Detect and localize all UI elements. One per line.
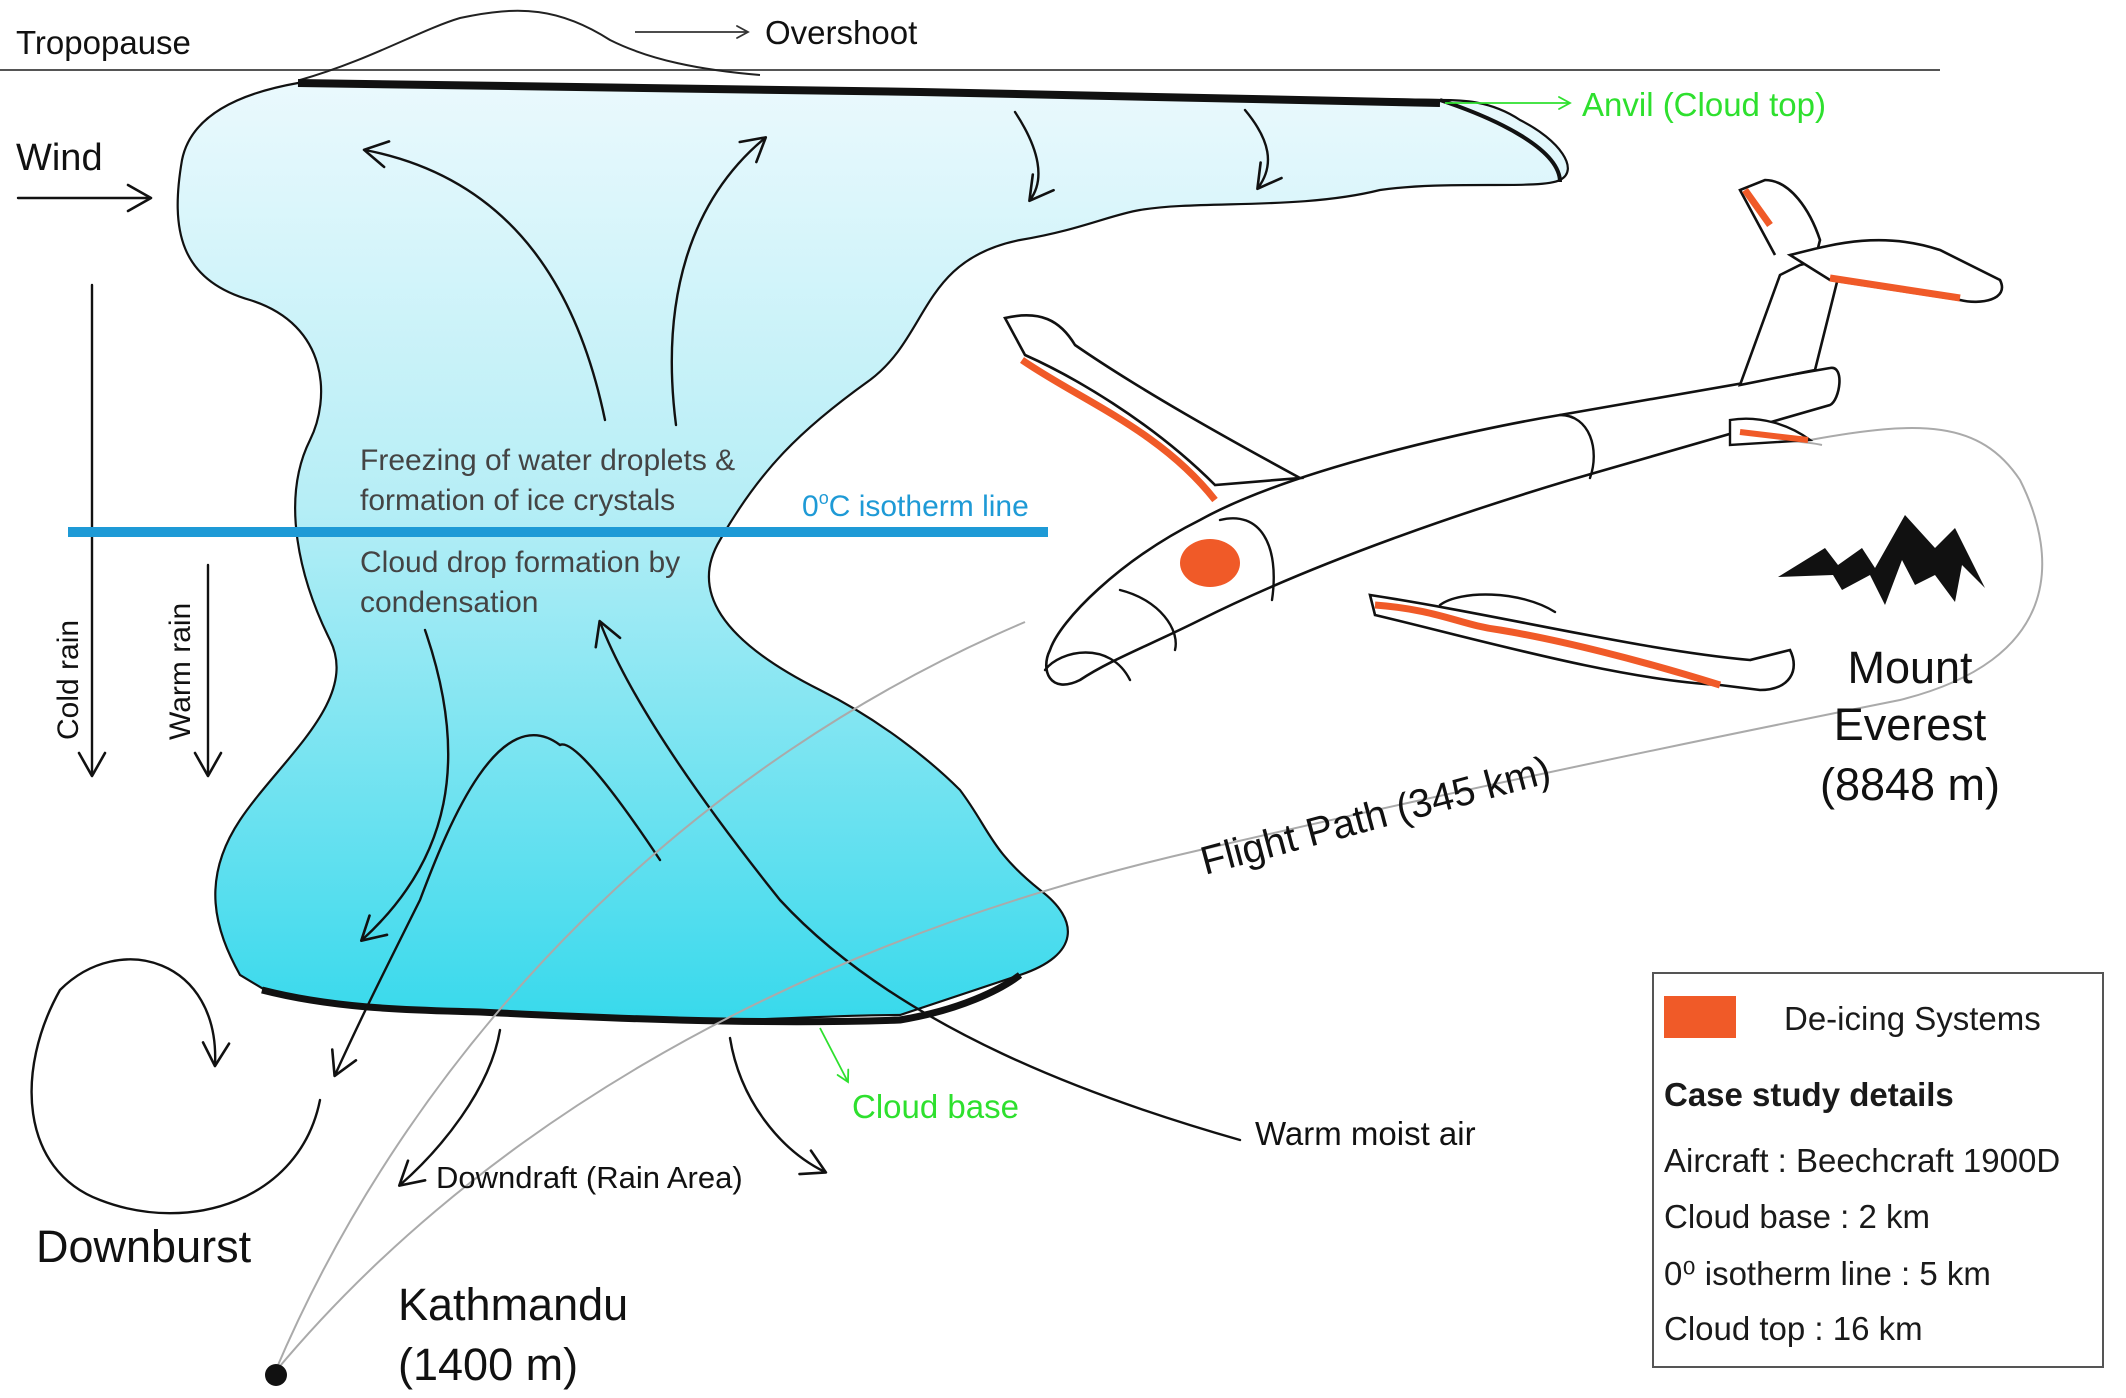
anvil-descent-arrow-1	[1013, 110, 1055, 203]
downburst-label: Downburst	[36, 1221, 252, 1272]
flight-path-outbound	[274, 621, 1026, 1373]
detail-cloud-top: Cloud top : 16 km	[1664, 1310, 1923, 1347]
detail-isotherm: 0⁰ isotherm line : 5 km	[1664, 1255, 1991, 1292]
freezing-label-line1: Freezing of water droplets &	[360, 444, 735, 477]
downdraft-left-arrow	[397, 1028, 502, 1187]
cloud-base-label: Cloud base	[852, 1088, 1019, 1125]
cockpit-window	[1118, 588, 1177, 652]
flight-path-curve	[274, 427, 2044, 1373]
ventral-fin-deicing	[1739, 429, 1809, 443]
warm-rain-label: Warm rain	[164, 603, 197, 740]
nose-cone	[1043, 651, 1132, 682]
anvil-label: Anvil (Cloud top)	[1582, 86, 1826, 123]
everest-altitude: (8848 m)	[1820, 759, 2000, 810]
cloud-base-pointer	[819, 1027, 850, 1084]
updraft-left-arrow	[362, 140, 607, 422]
lower-engine-nacelle	[1438, 593, 1557, 614]
downdraft-right-arrow	[728, 1036, 828, 1176]
everest-label-line2: Everest	[1834, 699, 1987, 750]
condensation-label-line1: Cloud drop formation by	[360, 546, 680, 579]
detail-aircraft: Aircraft : Beechcraft 1900D	[1664, 1142, 2061, 1179]
kathmandu-altitude: (1400 m)	[398, 1339, 578, 1390]
flight-path-label: Flight Path (345 km)	[1196, 748, 1555, 884]
case-study-title: Case study details	[1664, 1076, 1954, 1113]
wind-label: Wind	[16, 137, 103, 179]
cumulonimbus-cloud	[176, 81, 1569, 1022]
downdraft-label: Downdraft (Rain Area)	[436, 1160, 743, 1195]
freezing-label-line2: formation of ice crystals	[360, 484, 675, 517]
cloud-top-line	[297, 79, 1441, 107]
tail-fin-deicing	[1742, 187, 1773, 228]
everest-label-line1: Mount	[1847, 642, 1973, 693]
cloud-base-line	[261, 972, 1023, 1026]
cabin-divider-2	[1558, 413, 1595, 480]
overshoot-dome	[299, 9, 761, 81]
kathmandu-marker	[265, 1364, 287, 1386]
condensation-label-line2: condensation	[360, 586, 538, 619]
lower-wing	[1368, 593, 1796, 692]
cloud-circulation-arrow	[330, 734, 662, 1078]
downburst-swirl	[30, 958, 322, 1215]
fuselage	[1045, 366, 1841, 686]
upper-wing-deicing	[1020, 357, 1218, 503]
warm-moist-air-label: Warm moist air	[1255, 1115, 1476, 1152]
updraft-right-arrow	[670, 136, 768, 427]
anvil-descent-arrow-2	[1243, 108, 1283, 191]
overshoot-label: Overshoot	[765, 14, 917, 51]
horizontal-stabilizer	[1786, 238, 2004, 304]
anvil-edge	[1439, 98, 1562, 183]
mountain-icon	[1778, 515, 1985, 605]
legend-box: De-icing Systems Case study details Airc…	[1652, 972, 2104, 1368]
aircraft-drawing	[1003, 178, 2004, 692]
deicing-swatch	[1664, 996, 1736, 1038]
engine-deicing	[1180, 539, 1240, 587]
tail-fin-top	[1738, 178, 1822, 261]
deicing-legend-label: De-icing Systems	[1784, 1000, 2041, 1037]
kathmandu-label: Kathmandu	[398, 1279, 628, 1330]
cabin-divider-1	[1218, 517, 1275, 602]
warm-moist-air-arrow	[594, 619, 1242, 1142]
vertical-tail	[1737, 258, 1842, 387]
cold-rain-label: Cold rain	[52, 620, 85, 740]
stabilizer-deicing	[1829, 274, 1961, 302]
lower-wing-deicing	[1374, 601, 1722, 689]
upper-wing	[1003, 314, 1305, 487]
tropopause-label: Tropopause	[16, 24, 191, 61]
downdraft-in-cloud-arrow	[359, 628, 450, 942]
isotherm-label: 0oC isotherm line	[802, 488, 1029, 523]
detail-cloud-base: Cloud base : 2 km	[1664, 1198, 1930, 1235]
